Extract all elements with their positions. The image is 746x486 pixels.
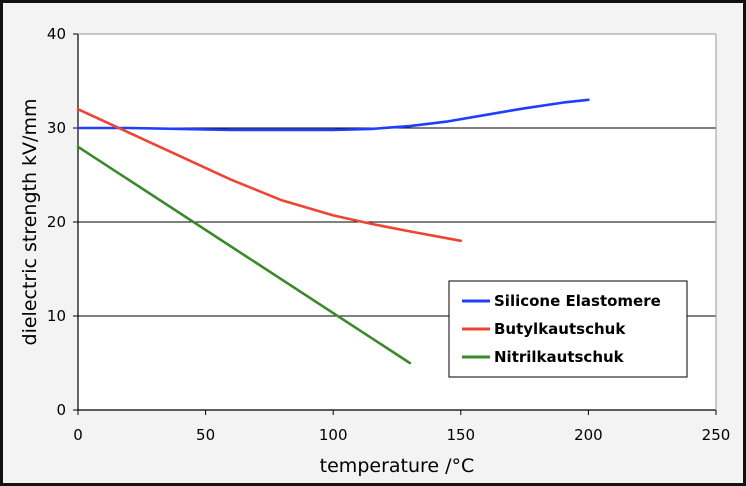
x-tick-label: 150 xyxy=(446,426,475,444)
y-tick-label: 30 xyxy=(47,119,66,137)
line-chart: 0 10 20 30 40 0 50 100 150 200 250 temperature /°… xyxy=(19,25,730,477)
legend-items: Silicone Elastomere Butylkautschuk Nitrilk… xyxy=(462,292,661,366)
axes xyxy=(77,33,717,411)
legend: Silicone Elastomere Butylkautschuk Nitrilk… xyxy=(448,280,688,378)
x-tick-labels: 0 50 100 150 200 250 xyxy=(73,426,730,444)
y-tick-label: 0 xyxy=(56,401,66,419)
x-tick-label: 100 xyxy=(319,426,348,444)
x-tick-label: 50 xyxy=(196,426,215,444)
x-tick-label: 250 xyxy=(702,426,731,444)
series-line-1 xyxy=(76,98,590,132)
x-tick-label: 0 xyxy=(73,426,83,444)
series-line-3 xyxy=(76,145,412,365)
y-tick-labels: 0 10 20 30 40 xyxy=(47,25,66,419)
legend-label-3: Nitrilkautschuk xyxy=(494,348,625,366)
y-axis-title: dielectric strength kV/mm xyxy=(19,99,41,346)
legend-label-2: Butylkautschuk xyxy=(494,320,626,338)
series-line-2 xyxy=(76,107,463,243)
legend-label-1: Silicone Elastomere xyxy=(494,292,661,310)
y-tick-label: 20 xyxy=(47,213,66,231)
x-axis-title: temperature /°C xyxy=(320,455,475,477)
series-lines xyxy=(76,98,590,365)
x-tick-label: 200 xyxy=(574,426,603,444)
y-tick-label: 40 xyxy=(47,25,66,43)
y-tick-label: 10 xyxy=(47,307,66,325)
